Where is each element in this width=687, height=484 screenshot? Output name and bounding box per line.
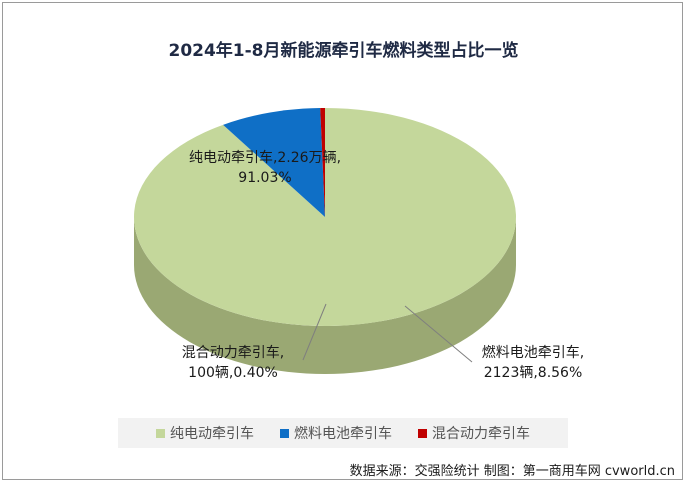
data-label-hybrid-line2: 100辆,0.40%	[188, 365, 278, 381]
data-label-hybrid-line1: 混合动力牵引车,	[181, 345, 285, 361]
data-label-hybrid: 混合动力牵引车, 100辆,0.40%	[168, 343, 298, 383]
data-label-fuel-cell-line2: 2123辆,8.56%	[483, 365, 583, 381]
legend-swatch-hybrid	[418, 428, 427, 438]
pie-side-bev	[134, 217, 516, 374]
data-label-bev: 纯电动牵引车,2.26万辆, 91.03%	[160, 148, 370, 188]
data-label-fuel-cell: 燃料电池牵引车, 2123辆,8.56%	[468, 343, 598, 383]
chart-legend: 纯电动牵引车 燃料电池牵引车 混合动力牵引车	[118, 418, 568, 448]
data-label-bev-line1: 纯电动牵引车,2.26万辆,	[188, 150, 342, 166]
leader-line-hybrid	[302, 303, 327, 361]
legend-label-hybrid: 混合动力牵引车	[432, 426, 530, 442]
legend-swatch-fuel-cell	[280, 428, 289, 438]
legend-item-hybrid: 混合动力牵引车	[418, 423, 530, 443]
source-footer: 数据来源：交强险统计 制图：第一商用车网 cvworld.cn	[349, 464, 675, 479]
pie-slice-hybrid	[320, 108, 325, 217]
legend-label-fuel-cell: 燃料电池牵引车	[294, 426, 392, 442]
legend-label-bev: 纯电动牵引车	[170, 426, 254, 442]
pie-slice-fuel-cell	[223, 108, 325, 217]
data-label-fuel-cell-line1: 燃料电池牵引车,	[481, 345, 585, 361]
legend-item-fuel-cell: 燃料电池牵引车	[280, 423, 392, 443]
chart-title: 2024年1-8月新能源牵引车燃料类型占比一览	[168, 41, 519, 61]
leader-line-fuel-cell	[404, 305, 473, 363]
data-label-bev-line2: 91.03%	[238, 170, 292, 186]
legend-item-bev: 纯电动牵引车	[156, 423, 254, 443]
legend-swatch-bev	[156, 428, 165, 438]
